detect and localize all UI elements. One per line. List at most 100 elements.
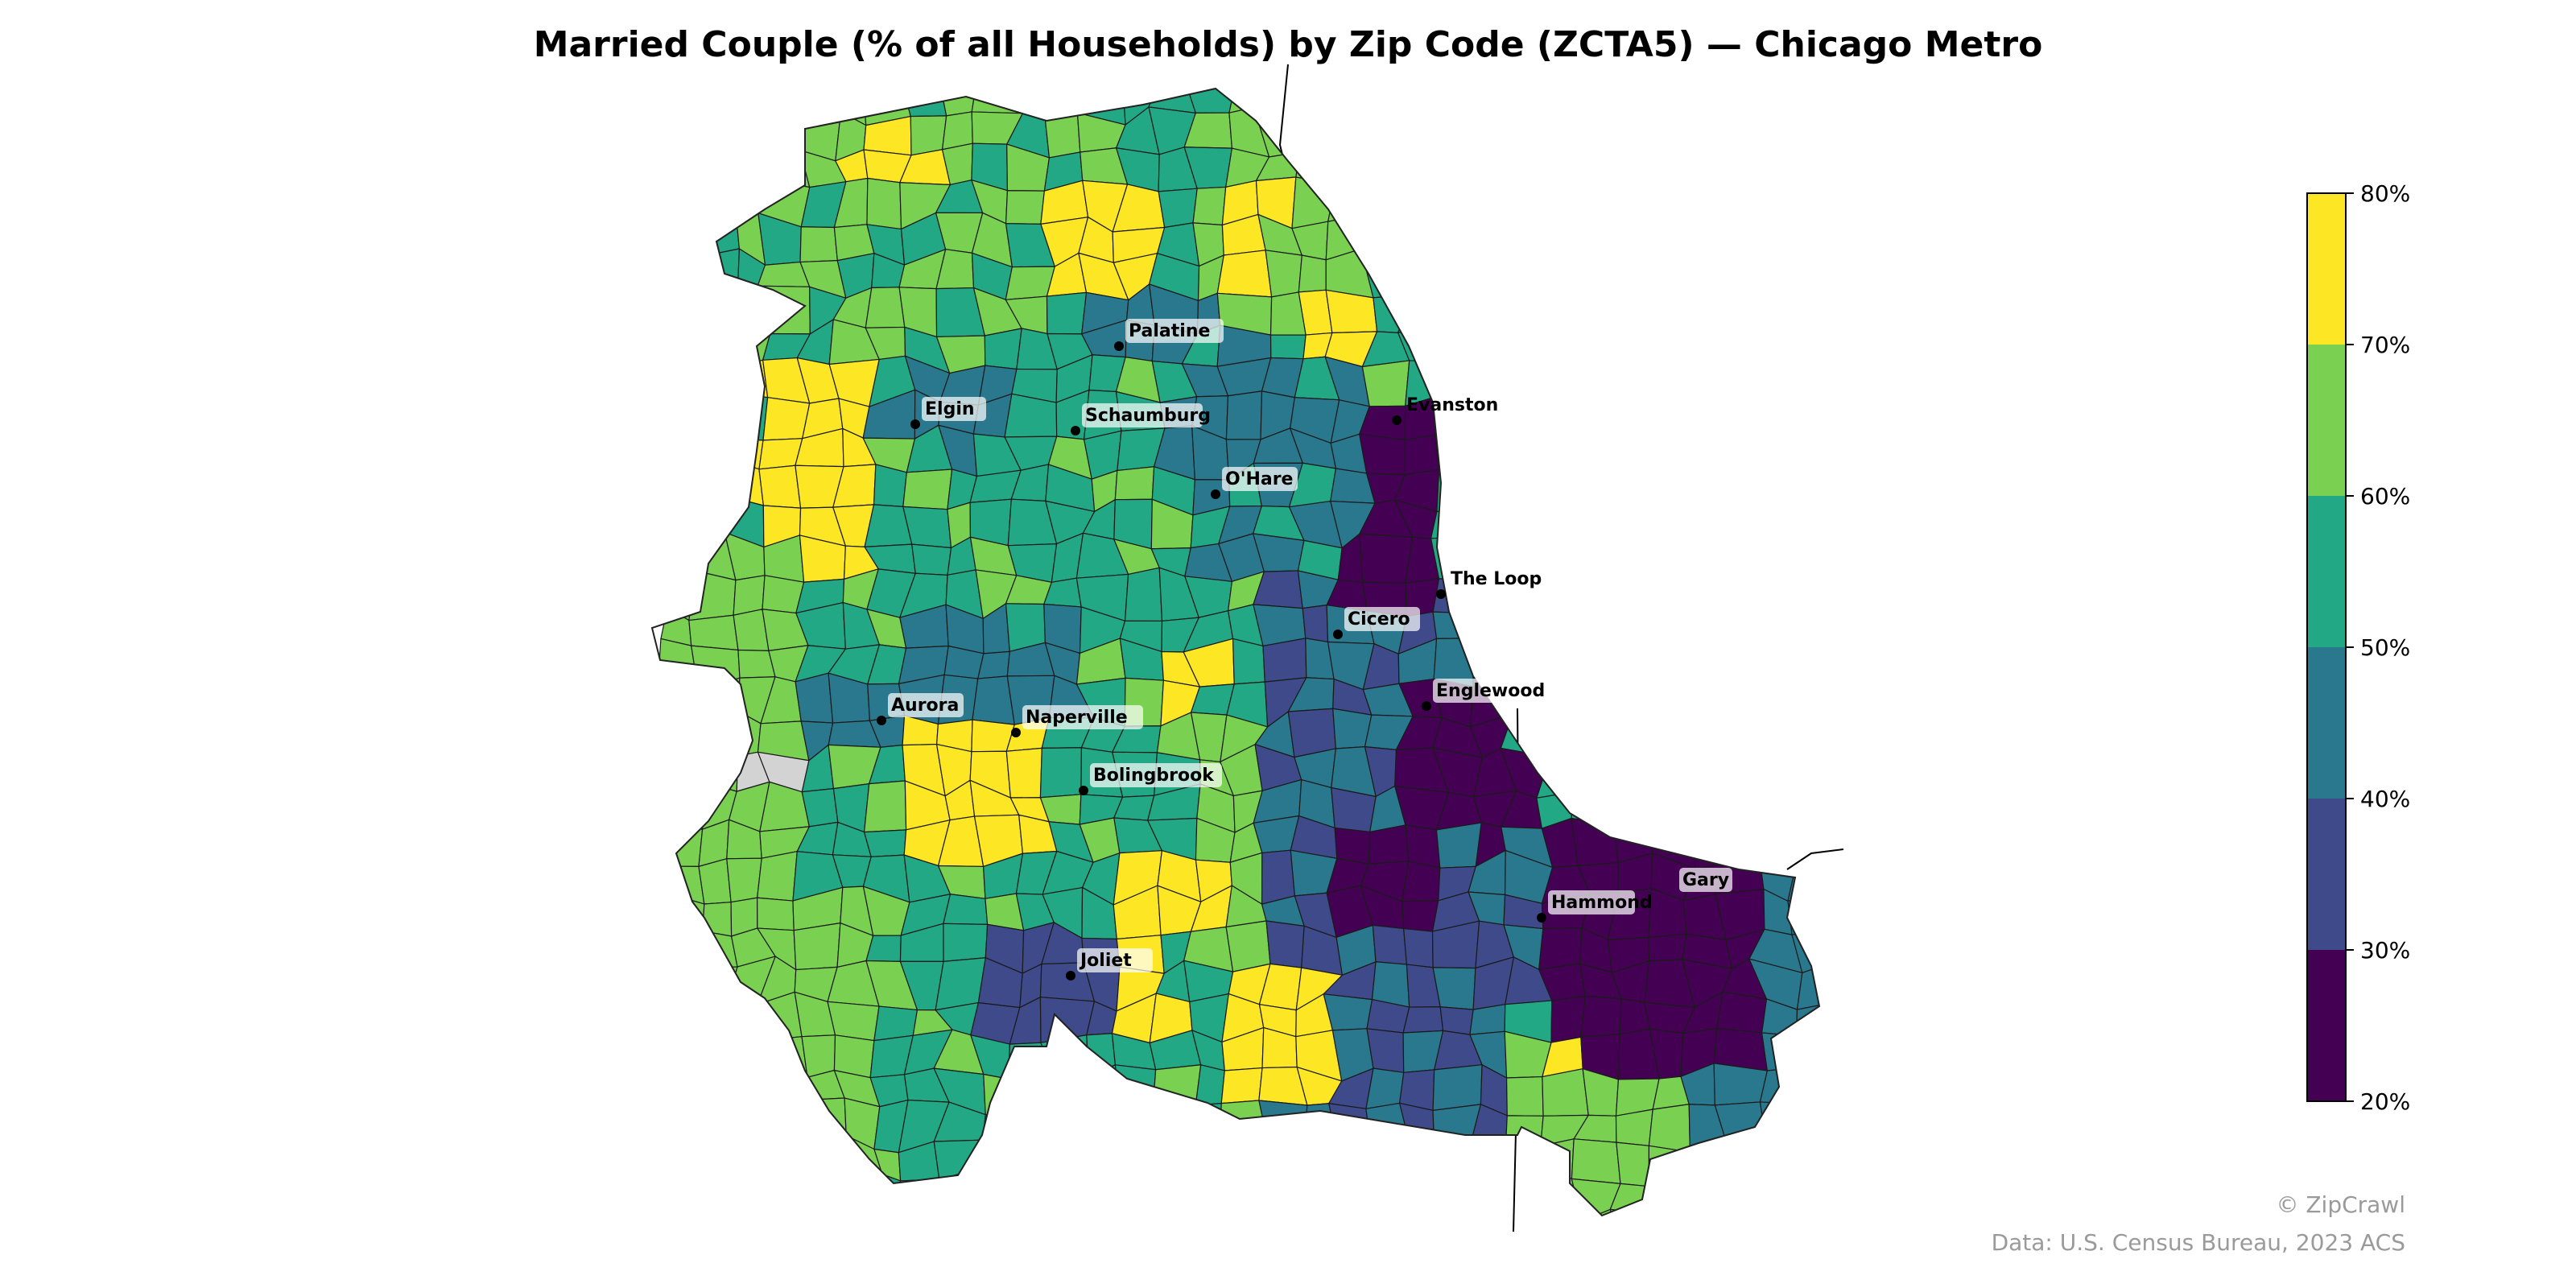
zip-code-area bbox=[1678, 673, 1732, 723]
zip-code-area bbox=[1903, 993, 1941, 1044]
colorbar-bin-40-50 bbox=[2307, 647, 2346, 799]
zip-code-area bbox=[1005, 1215, 1056, 1216]
zip-code-area bbox=[658, 115, 696, 154]
zip-code-area bbox=[652, 1106, 696, 1150]
city-label-background bbox=[1022, 705, 1143, 729]
zip-code-area bbox=[1156, 1168, 1198, 1216]
city-marker: Gary bbox=[1679, 868, 1732, 892]
zip-code-area bbox=[799, 226, 838, 263]
zip-code-area bbox=[1722, 747, 1752, 794]
zip-code-area bbox=[1572, 708, 1621, 761]
zip-code-area bbox=[1754, 471, 1800, 503]
zip-code-area bbox=[688, 1182, 737, 1215]
zip-code-area bbox=[984, 328, 1022, 370]
zip-code-area bbox=[1190, 1143, 1224, 1187]
zip-code-area bbox=[1678, 89, 1732, 118]
zip-code-area bbox=[1335, 1140, 1373, 1188]
zip-code-area bbox=[1020, 1174, 1045, 1216]
zip-code-area bbox=[1368, 824, 1410, 865]
zip-code-area bbox=[1615, 1108, 1653, 1146]
zip-code-area bbox=[1609, 89, 1653, 125]
zip-code-area bbox=[880, 1174, 902, 1216]
zip-code-area bbox=[1501, 108, 1543, 162]
zip-code-area bbox=[1899, 539, 1936, 583]
zip-code-area bbox=[1901, 356, 1942, 407]
zip-code-area bbox=[1748, 747, 1801, 795]
zip-code-area bbox=[1683, 296, 1717, 336]
zip-code-area bbox=[1607, 466, 1661, 509]
zip-code-area bbox=[1644, 780, 1694, 824]
zip-code-area bbox=[1399, 179, 1442, 228]
zip-code-area bbox=[1899, 217, 1938, 255]
zip-code-area bbox=[1471, 320, 1519, 374]
zip-code-area bbox=[1470, 284, 1517, 328]
zip-code-area bbox=[1610, 580, 1647, 620]
zip-code-area bbox=[898, 1207, 952, 1216]
zip-code-area bbox=[1290, 1176, 1337, 1216]
zip-code-area bbox=[1359, 533, 1414, 584]
zip-code-area bbox=[1678, 747, 1727, 791]
city-dot-icon bbox=[1079, 786, 1088, 795]
zip-code-area bbox=[1830, 436, 1871, 476]
zip-code-area bbox=[1507, 359, 1546, 410]
zip-code-area bbox=[1469, 1004, 1506, 1035]
zip-code-area bbox=[977, 650, 1010, 679]
zip-code-area bbox=[1899, 582, 1938, 618]
zip-code-area bbox=[1507, 229, 1548, 264]
zip-code-area bbox=[658, 436, 704, 475]
zip-code-area bbox=[1678, 115, 1719, 158]
zip-code-area bbox=[1657, 716, 1686, 761]
zip-code-area bbox=[1641, 89, 1688, 118]
zip-code-area bbox=[1791, 638, 1819, 691]
zip-code-area bbox=[1327, 1207, 1373, 1216]
zip-code-area bbox=[720, 147, 765, 185]
zip-code-area bbox=[1757, 673, 1794, 725]
zip-code-area bbox=[1683, 328, 1726, 368]
zip-code-area bbox=[1609, 219, 1653, 265]
zip-code-area bbox=[1571, 1138, 1621, 1184]
zip-code-area bbox=[796, 1135, 847, 1183]
zip-code-area bbox=[662, 1209, 690, 1216]
zip-code-area bbox=[758, 1208, 805, 1216]
zip-code-area bbox=[1470, 613, 1513, 653]
zip-code-area bbox=[1653, 498, 1682, 544]
zip-code-area bbox=[1609, 1208, 1658, 1216]
zip-code-area bbox=[1715, 537, 1768, 577]
zip-code-area bbox=[1585, 467, 1624, 509]
zip-code-area bbox=[659, 390, 704, 443]
zip-code-area bbox=[1645, 675, 1686, 723]
zip-code-area bbox=[902, 469, 953, 510]
zip-code-area bbox=[1574, 320, 1615, 368]
zip-code-area bbox=[1829, 321, 1872, 370]
zip-code-area bbox=[971, 1170, 1022, 1216]
zip-code-area bbox=[1039, 1138, 1084, 1182]
zip-code-area bbox=[1541, 108, 1579, 162]
zip-code-area bbox=[1719, 440, 1761, 479]
zip-code-area bbox=[1903, 965, 1944, 1001]
zip-code-area bbox=[1753, 176, 1795, 231]
zip-code-area bbox=[1542, 359, 1579, 404]
zip-code-area bbox=[1584, 573, 1623, 620]
zip-code-area bbox=[1008, 1042, 1056, 1083]
zip-code-area bbox=[1574, 295, 1610, 329]
zip-code-area bbox=[1439, 114, 1480, 151]
zip-code-area bbox=[757, 851, 798, 902]
zip-code-area bbox=[1157, 1207, 1199, 1216]
zip-code-area bbox=[1394, 248, 1440, 295]
zip-code-area bbox=[1858, 1029, 1909, 1082]
zip-code-area bbox=[686, 1207, 739, 1216]
zip-code-area bbox=[762, 397, 811, 441]
zip-code-area bbox=[1896, 146, 1935, 192]
zip-code-area bbox=[1298, 254, 1327, 293]
zip-code-area bbox=[758, 1100, 802, 1146]
zip-code-area bbox=[690, 298, 738, 338]
colorbar-tick-label: 20% bbox=[2360, 1088, 2410, 1115]
city-label: Naperville bbox=[1026, 708, 1128, 728]
zip-code-area bbox=[1608, 293, 1657, 324]
zip-code-area bbox=[655, 1080, 695, 1113]
zip-code-area bbox=[1856, 320, 1901, 370]
zip-code-area bbox=[1584, 426, 1622, 473]
zip-code-area bbox=[1752, 1138, 1794, 1181]
zip-code-area bbox=[1645, 361, 1693, 400]
